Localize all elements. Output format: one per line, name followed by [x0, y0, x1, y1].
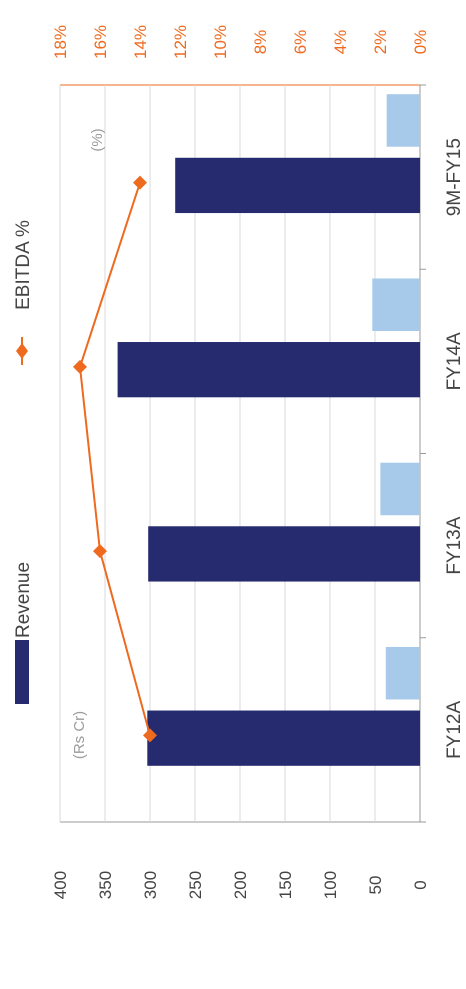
right-unit-label: (%)	[89, 128, 106, 151]
left-tick-label: 150	[276, 871, 295, 899]
right-tick-label: 16%	[91, 25, 110, 59]
right-tick-label: 6%	[291, 30, 310, 55]
left-axis-tick-labels: 400 350 300 250 200 150 100 50 0	[51, 871, 430, 899]
left-tick-label: 350	[96, 871, 115, 899]
right-tick-label: 18%	[51, 25, 70, 59]
right-axis-tick-labels: 18% 16% 14% 12% 10% 8% 6% 4% 2% 0%	[51, 25, 430, 59]
revenue-bar	[147, 711, 420, 766]
category-label: FY13A	[444, 516, 465, 574]
left-tick-label: 300	[141, 871, 160, 899]
secondary-bar	[372, 278, 420, 331]
right-tick-label: 14%	[131, 25, 150, 59]
right-tick-label: 12%	[171, 25, 190, 59]
left-unit-label: (Rs Cr)	[71, 711, 88, 759]
secondary-bar	[387, 94, 420, 147]
left-tick-label: 250	[186, 871, 205, 899]
category-ticks	[420, 85, 426, 822]
legend-swatch-revenue	[15, 640, 29, 704]
legend: Revenue EBITDA %	[13, 220, 34, 704]
category-label: 9M-FY15	[444, 138, 465, 216]
category-label: FY14A	[444, 332, 465, 390]
legend-marker-ebitda	[16, 343, 28, 359]
left-tick-label: 0	[411, 880, 430, 889]
secondary-bar	[380, 463, 420, 516]
left-tick-label: 50	[366, 876, 385, 895]
ebitda-line	[80, 183, 150, 736]
revenue-bar	[118, 342, 420, 397]
category-labels: FY12A FY13A FY14A 9M-FY15	[444, 138, 465, 759]
left-tick-label: 400	[51, 871, 70, 899]
category-label: FY12A	[444, 701, 465, 759]
right-tick-label: 10%	[211, 25, 230, 59]
right-tick-label: 8%	[251, 30, 270, 55]
right-tick-label: 0%	[411, 30, 430, 55]
right-tick-label: 2%	[371, 30, 390, 55]
revenue-bar	[148, 526, 420, 581]
left-tick-label: 200	[231, 871, 250, 899]
legend-label-ebitda: EBITDA %	[13, 220, 34, 310]
ebitda-point	[73, 360, 87, 374]
revenue-bar	[175, 158, 420, 213]
legend-label-revenue: Revenue	[13, 562, 34, 638]
ebitda-line-series	[73, 176, 157, 743]
right-tick-label: 4%	[331, 30, 350, 55]
left-tick-label: 100	[321, 871, 340, 899]
ebitda-point	[133, 176, 147, 190]
plot-area	[60, 85, 426, 822]
secondary-bar	[386, 647, 420, 700]
